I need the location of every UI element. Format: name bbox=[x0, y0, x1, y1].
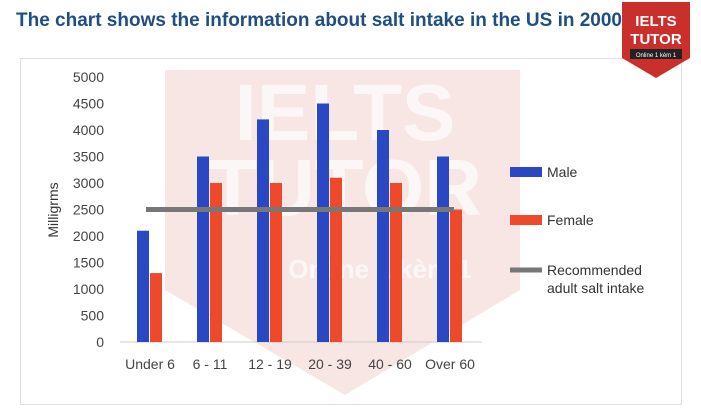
bar-female bbox=[150, 273, 162, 342]
y-tick-label: 0 bbox=[96, 334, 104, 350]
page-title: The chart shows the information about sa… bbox=[16, 10, 628, 31]
y-axis-label: Milligrms bbox=[45, 182, 61, 237]
bar-female bbox=[390, 183, 402, 342]
watermark-text: IELTS bbox=[235, 68, 456, 157]
legend-label: adult salt intake bbox=[547, 280, 644, 296]
y-tick-label: 3500 bbox=[73, 149, 104, 165]
svg-text:TUTOR: TUTOR bbox=[630, 31, 682, 48]
y-tick-label: 4000 bbox=[73, 122, 104, 138]
x-tick-label: 20 - 39 bbox=[308, 356, 352, 372]
bar-male bbox=[377, 130, 389, 342]
y-tick-label: 1500 bbox=[73, 255, 104, 271]
bar-male bbox=[257, 119, 269, 343]
y-tick-label: 5000 bbox=[73, 69, 104, 85]
x-tick-label: Over 60 bbox=[425, 356, 475, 372]
legend-swatch bbox=[510, 215, 542, 225]
watermark bbox=[165, 70, 520, 395]
y-tick-label: 2500 bbox=[73, 202, 104, 218]
bar-female bbox=[210, 183, 222, 342]
y-tick-label: 2000 bbox=[73, 228, 104, 244]
y-tick-label: 1000 bbox=[73, 281, 104, 297]
svg-text:IELTS: IELTS bbox=[635, 13, 676, 30]
bar-male bbox=[197, 156, 209, 342]
bar-female bbox=[330, 177, 342, 342]
chart-frame bbox=[20, 58, 682, 405]
x-tick-label: 6 - 11 bbox=[193, 356, 228, 372]
x-tick-label: Under 6 bbox=[125, 356, 175, 372]
legend-label: Recommended bbox=[547, 262, 642, 278]
bar-male bbox=[137, 230, 149, 342]
bar-male bbox=[317, 103, 329, 342]
bar-female bbox=[450, 209, 462, 342]
bar-male bbox=[437, 156, 449, 342]
legend-label: Female bbox=[547, 212, 594, 228]
legend-swatch bbox=[510, 167, 542, 177]
bar-female bbox=[270, 183, 282, 342]
svg-text:Online 1 kèm 1: Online 1 kèm 1 bbox=[636, 53, 677, 59]
y-tick-label: 500 bbox=[81, 308, 105, 324]
x-tick-label: 12 - 19 bbox=[248, 356, 292, 372]
ieltstutor-logo: IELTS TUTOR Online 1 kèm 1 bbox=[622, 2, 690, 78]
y-tick-label: 4500 bbox=[73, 96, 104, 112]
watermark-text: TUTOR bbox=[208, 143, 482, 232]
x-tick-label: 40 - 60 bbox=[368, 356, 412, 372]
y-tick-label: 3000 bbox=[73, 175, 104, 191]
legend-label: Male bbox=[547, 164, 578, 180]
